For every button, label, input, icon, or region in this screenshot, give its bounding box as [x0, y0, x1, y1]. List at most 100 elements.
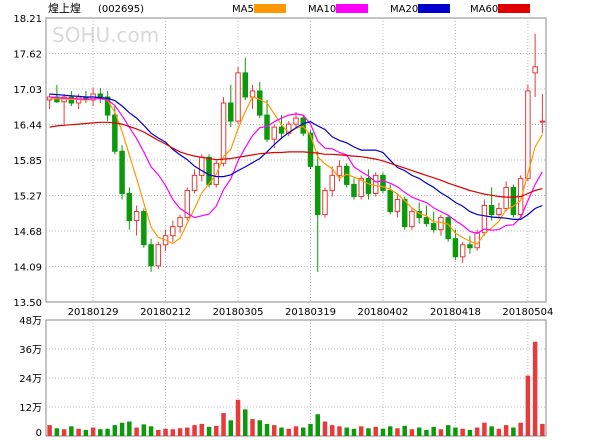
volume-axes: 48万 36万 24万 12万 0 [19, 316, 547, 439]
volume-bar [373, 426, 378, 436]
volume-bar [344, 427, 349, 436]
volume-bar [503, 425, 509, 436]
x-tick-label: 20180305 [213, 307, 264, 318]
volume-bar [199, 423, 205, 436]
candle-body [358, 177, 364, 197]
volume-bar [134, 427, 139, 436]
volume-bar [322, 421, 328, 436]
candle-body [336, 165, 343, 176]
candle-body [394, 198, 401, 213]
candle-body [401, 198, 408, 228]
candle [503, 181, 509, 212]
volume-bar [511, 427, 516, 436]
volume-y-tick-label: 0 [36, 428, 42, 439]
price-marks [46, 33, 546, 272]
ma60-line [49, 121, 543, 198]
candle-body [409, 211, 415, 228]
candle-body [112, 114, 118, 152]
candle-body [278, 126, 285, 134]
volume-bar [243, 409, 248, 436]
candle-body [155, 244, 162, 267]
volume-bar [98, 429, 103, 436]
volume-bar [424, 429, 429, 436]
volume-y-tick-label: 12万 [19, 403, 42, 414]
legend-swatch-ma5 [254, 4, 286, 13]
volume-bar [228, 420, 234, 436]
candle-body [228, 102, 234, 122]
stock-name: 煌上煌 [48, 2, 81, 15]
volume-bar [163, 428, 168, 436]
y-tick-label: 15.85 [13, 156, 42, 167]
volume-bar [438, 429, 444, 436]
candle-body [496, 208, 502, 216]
volume-bar [366, 428, 371, 436]
y-tick-label: 14.09 [13, 263, 42, 274]
volume-bar [264, 423, 270, 436]
candle-body [220, 102, 227, 164]
legend-swatch-ma20 [418, 4, 450, 13]
x-tick-label: 20180319 [285, 307, 336, 318]
candle [322, 187, 328, 218]
candle-body [314, 165, 321, 216]
volume-y-tick-label: 48万 [19, 316, 42, 327]
candle [452, 229, 459, 260]
candle [488, 187, 495, 221]
candle [445, 214, 451, 242]
volume-bar [351, 428, 357, 436]
y-tick-label: 16.44 [13, 121, 42, 132]
volume-bar [90, 427, 96, 436]
candle [228, 84, 234, 128]
volume-bar [54, 428, 60, 436]
candle-body [539, 120, 546, 123]
candle-body [257, 90, 263, 116]
candle [155, 241, 162, 269]
y-tick-label: 14.68 [13, 227, 42, 238]
candle [119, 145, 125, 200]
volume-bar [489, 426, 494, 436]
candle [46, 93, 53, 110]
candle-body [387, 189, 393, 213]
x-tick-label: 20180129 [68, 307, 119, 318]
volume-bar [192, 425, 197, 436]
volume-bar [482, 422, 487, 436]
candle-body [242, 72, 249, 98]
candle-body [488, 205, 495, 216]
volume-bar [156, 429, 161, 436]
candle [394, 193, 401, 218]
candle [126, 187, 133, 230]
candle-body [423, 217, 430, 225]
legend-label-ma60: MA60 [470, 4, 498, 15]
candle [401, 196, 408, 230]
volume-bar [409, 429, 415, 436]
candle-body [235, 72, 241, 122]
volume-bar [185, 427, 190, 436]
candle-body [133, 211, 140, 222]
candle-body [307, 132, 314, 167]
volume-bar [257, 420, 263, 436]
volume-bar [329, 425, 335, 436]
candle [300, 115, 306, 137]
volume-bar [119, 422, 125, 436]
volume-bar [83, 429, 89, 436]
candle [314, 151, 321, 272]
candle [539, 93, 546, 134]
volume-bar [286, 428, 291, 436]
candle-body [532, 66, 538, 74]
candle [104, 90, 111, 122]
volume-bar [214, 425, 219, 436]
candle-body [380, 174, 386, 191]
candle-body [68, 96, 75, 104]
candle-body [351, 183, 357, 197]
candle [170, 220, 176, 242]
candle-body [329, 174, 335, 191]
candle [329, 166, 335, 197]
volume-bar [170, 429, 176, 436]
candle [532, 33, 538, 97]
candle-body [467, 244, 473, 249]
y-tick-label: 18.21 [13, 14, 42, 25]
candle [184, 187, 191, 221]
candle [54, 84, 60, 104]
candle-body [438, 217, 444, 231]
volume-bar [76, 428, 81, 436]
